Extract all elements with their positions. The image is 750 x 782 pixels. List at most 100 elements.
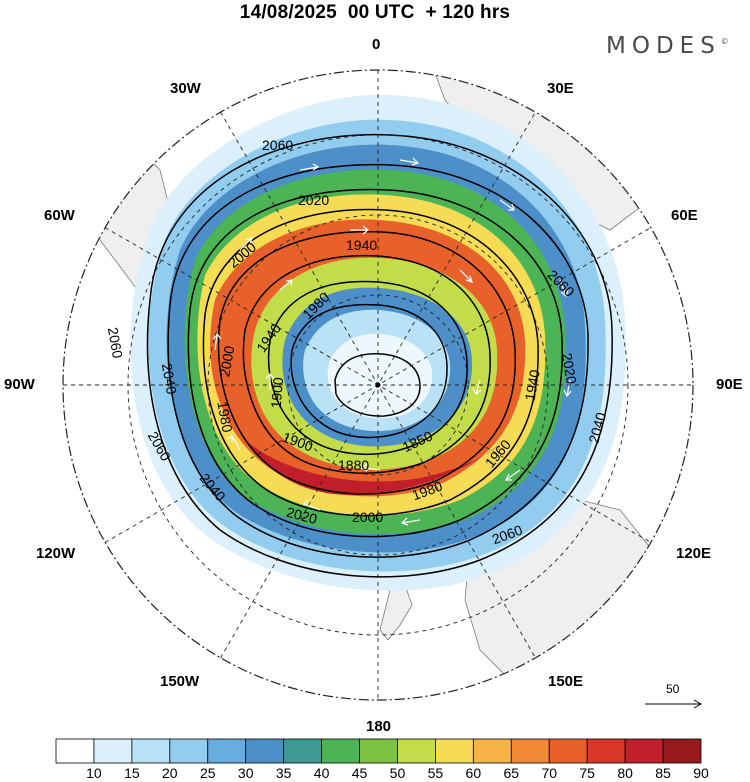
contour-label: 1940 xyxy=(522,368,543,402)
wind-reference-arrow xyxy=(645,699,703,709)
wind-arrow xyxy=(499,199,515,211)
lon-label-90e: 90E xyxy=(716,376,743,393)
lon-label-120e: 120E xyxy=(676,545,712,562)
contour-label: 2000 xyxy=(352,509,383,525)
lon-label-90w: 90W xyxy=(4,376,35,393)
wind-arrow xyxy=(226,434,241,451)
map-content xyxy=(63,70,681,700)
wind-arrow xyxy=(212,333,222,351)
colorbar-swatch xyxy=(207,738,247,764)
lon-label-60e: 60E xyxy=(671,207,698,224)
contour-label: 1900 xyxy=(268,376,287,409)
wind-arrow xyxy=(459,269,473,283)
copyright-mark: © xyxy=(720,37,729,46)
contour-label: 2040 xyxy=(585,410,609,444)
wind-arrow xyxy=(302,499,321,511)
contour-2060 xyxy=(146,133,613,578)
colorbar-swatch xyxy=(510,738,550,764)
colorbar-swatch xyxy=(93,738,133,764)
contour-1900 xyxy=(267,280,468,455)
colorbar-tick-label: 55 xyxy=(427,765,444,781)
contour-2040 xyxy=(167,163,589,558)
polar-stereographic-map: 2060 2020 1940 2000 1980 1940 2000 2060 … xyxy=(62,69,694,701)
wind-arrow xyxy=(559,279,569,298)
map-title: 14/08/2025 00 UTC + 120 hrs xyxy=(239,2,511,23)
colorbar-swatch xyxy=(586,738,626,764)
pole-marker xyxy=(375,382,381,388)
colorbar-swatch xyxy=(435,738,474,764)
map-boundary xyxy=(62,69,694,701)
colorbar-tick-label: 15 xyxy=(124,765,140,781)
colorbar-tick-label: 75 xyxy=(579,765,595,781)
colorbar-swatch xyxy=(624,738,664,764)
wind-vectors xyxy=(212,157,572,526)
colorbar-tick-label: 50 xyxy=(389,765,406,781)
contour-label: 1980 xyxy=(214,400,235,434)
colorbar-tick-label: 25 xyxy=(199,765,216,781)
contour-label: 1940 xyxy=(346,237,377,253)
contour-label: 2060 xyxy=(105,326,126,360)
colorbar-swatch xyxy=(548,738,588,764)
contour-2020 xyxy=(187,188,563,538)
wind-reference-value: 50 xyxy=(666,682,680,696)
colorbar-swatch xyxy=(283,738,322,764)
contour-1940 xyxy=(242,254,491,474)
wind-arrow xyxy=(563,379,572,398)
colorbar-tick-label: 30 xyxy=(237,765,254,781)
wind-arrow xyxy=(505,469,521,481)
colorbar-swatch xyxy=(472,738,512,764)
colorbar-swatch xyxy=(359,738,398,764)
wind-arrow xyxy=(472,379,482,395)
contour-label: 2040 xyxy=(159,362,180,396)
colorbar-tick-label: 20 xyxy=(162,765,178,781)
wind-arrow xyxy=(279,279,293,291)
colorbar-tick-label: 90 xyxy=(693,765,709,781)
contour-1980 xyxy=(217,230,517,495)
colorbar-swatch xyxy=(55,738,95,764)
lon-label-0: 0 xyxy=(372,36,381,53)
colorbar-tick-label: 35 xyxy=(275,765,292,781)
contour-label: 2020 xyxy=(285,504,319,528)
land-new-zealand xyxy=(379,584,413,641)
colorbar-tick-label: 40 xyxy=(313,765,330,781)
wind-arrow xyxy=(400,517,421,526)
contour-1850 xyxy=(334,352,421,417)
colorbar-swatch xyxy=(397,738,436,764)
shade-85 xyxy=(245,440,505,495)
colorbar-swatch xyxy=(131,738,171,764)
lon-label-30w: 30W xyxy=(170,80,201,97)
contour-label: 1880 xyxy=(338,457,369,473)
colorbar-swatch xyxy=(662,738,702,764)
contour-label: 2060 xyxy=(262,137,293,153)
colorbar-swatch xyxy=(169,738,209,764)
wind-arrow xyxy=(399,157,420,166)
wind-arrow xyxy=(360,463,381,472)
inner-calm xyxy=(327,333,433,419)
colorbar-tick-label: 65 xyxy=(503,765,520,781)
colorbar-tick-label: 60 xyxy=(465,765,482,781)
lon-label-180: 180 xyxy=(366,718,392,735)
lon-label-60w: 60W xyxy=(44,207,75,224)
colorbar-swatch xyxy=(321,738,360,764)
colorbar-tick-label: 10 xyxy=(86,765,102,781)
height-contours xyxy=(146,133,613,578)
colorbar-swatch xyxy=(245,738,285,764)
colorbar-tick-label: 80 xyxy=(617,765,633,781)
wind-arrow xyxy=(239,237,253,251)
wind-arrow xyxy=(350,225,369,235)
contour-2000 xyxy=(202,208,539,517)
lon-label-30e: 30E xyxy=(547,80,574,97)
contour-1880 xyxy=(290,303,448,439)
colorbar-tick-label: 85 xyxy=(655,765,671,781)
lon-label-150w: 150W xyxy=(160,673,200,690)
modes-logo: MODES© xyxy=(606,33,729,59)
brand-text: MODES xyxy=(606,33,721,59)
colorbar-tick-label: 45 xyxy=(351,765,368,781)
colorbar-tick-label: 70 xyxy=(541,765,558,781)
wind-arrow xyxy=(265,373,275,390)
contour-label: 2000 xyxy=(216,344,237,378)
lon-label-150e: 150E xyxy=(548,673,584,690)
contour-label: 2020 xyxy=(298,192,329,208)
contour-label: 2020 xyxy=(559,352,580,386)
wind-arrow xyxy=(299,163,320,171)
